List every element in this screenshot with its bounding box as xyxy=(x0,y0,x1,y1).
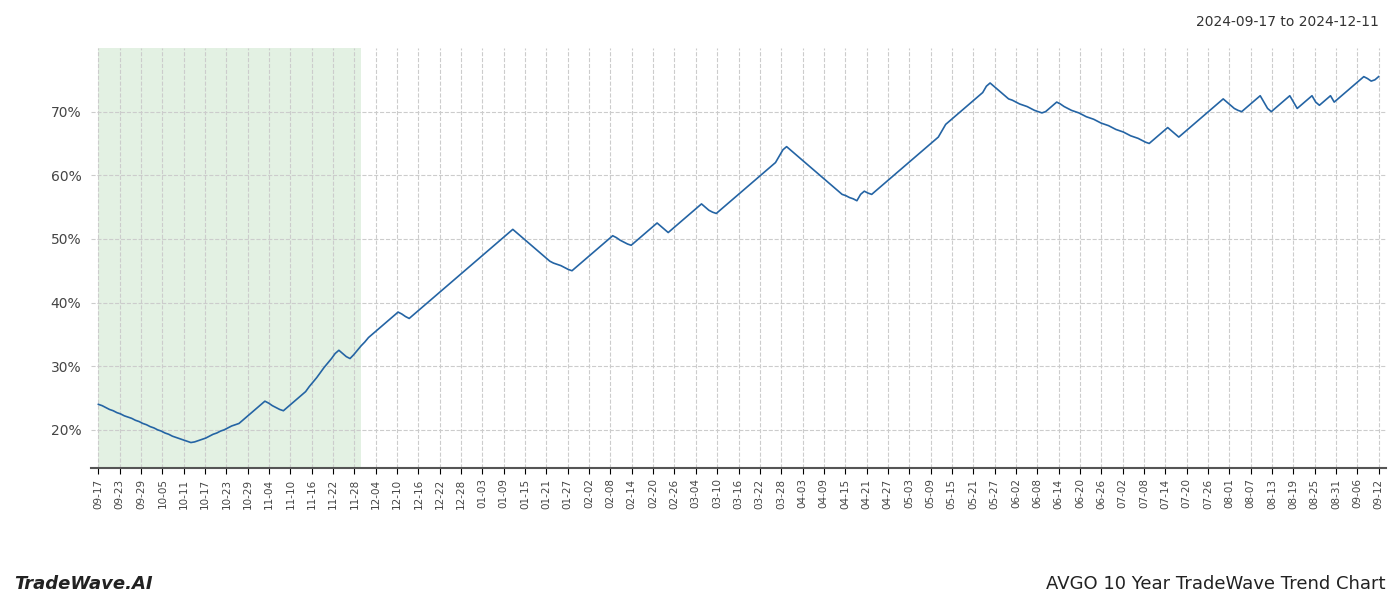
Text: 2024-09-17 to 2024-12-11: 2024-09-17 to 2024-12-11 xyxy=(1196,15,1379,29)
Text: TradeWave.AI: TradeWave.AI xyxy=(14,575,153,593)
Bar xyxy=(98,48,361,468)
Text: AVGO 10 Year TradeWave Trend Chart: AVGO 10 Year TradeWave Trend Chart xyxy=(1047,575,1386,593)
